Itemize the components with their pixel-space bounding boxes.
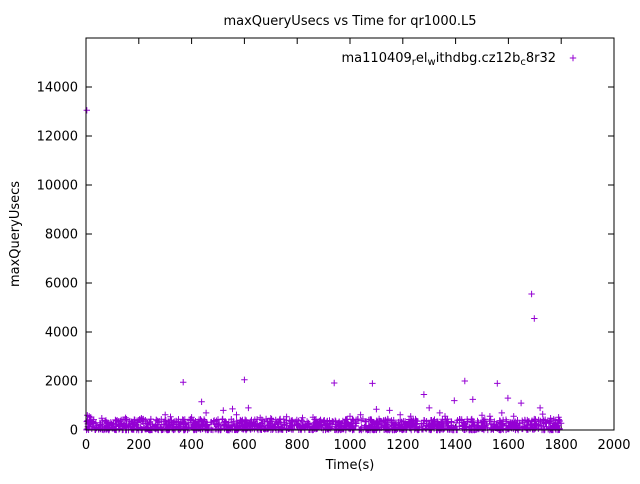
y-tick-label: 14000 <box>37 81 78 96</box>
y-tick-label: 10000 <box>37 179 78 194</box>
x-tick-label: 1600 <box>492 438 525 453</box>
x-tick-label: 1800 <box>545 438 578 453</box>
x-tick-label: 1400 <box>439 438 472 453</box>
x-tick-label: 800 <box>285 438 310 453</box>
y-tick-label: 0 <box>70 424 78 439</box>
x-tick-label: 1200 <box>386 438 419 453</box>
legend-marker-icon <box>569 54 577 62</box>
y-tick-label: 4000 <box>45 326 78 341</box>
x-tick-label: 1000 <box>333 438 366 453</box>
plot-area: 0 200 400 600 800 1000 1200 1400 1600 1800 2000 0 20… <box>37 38 631 453</box>
x-tick-label: 400 <box>179 438 204 453</box>
chart-title: maxQueryUsecs vs Time for qr1000.L5 <box>223 14 476 29</box>
y-tick-label: 6000 <box>45 277 78 292</box>
y-tick-label: 8000 <box>45 228 78 243</box>
x-tick-label: 0 <box>82 438 90 453</box>
x-tick-label: 600 <box>232 438 257 453</box>
legend-label: ma110409relwithdbg.cz12bc8r32 <box>342 51 556 68</box>
plot-border <box>85 37 615 431</box>
y-axis-label: maxQueryUsecs <box>8 181 23 287</box>
y-tick-label: 2000 <box>45 375 78 390</box>
x-axis-label: Time(s) <box>325 458 375 473</box>
y-tick-label: 12000 <box>37 130 78 145</box>
x-tick-label: 200 <box>126 438 151 453</box>
x-tick-label: 2000 <box>597 438 630 453</box>
